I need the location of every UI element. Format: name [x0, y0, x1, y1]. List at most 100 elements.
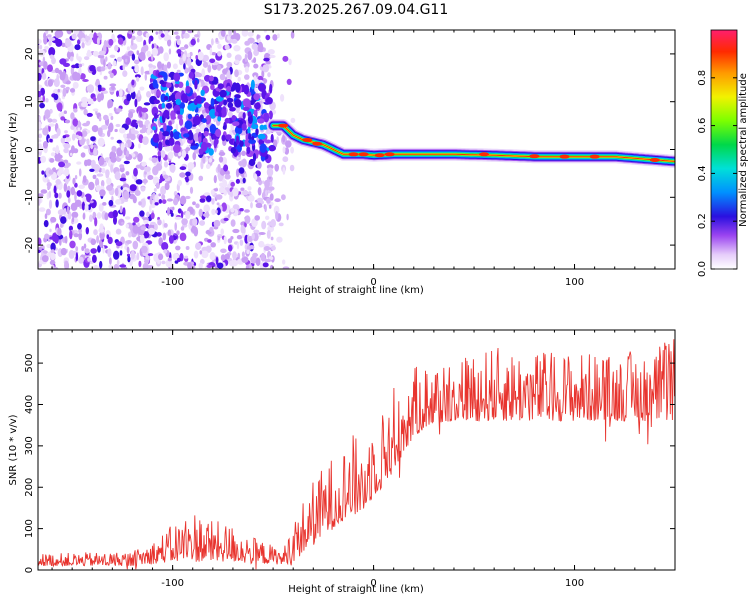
spectrogram-cell [98, 203, 104, 212]
spectrogram-cell [220, 30, 226, 37]
spectrogram-cell [165, 259, 173, 268]
spectrogram-cell [63, 110, 67, 114]
spectrogram-cell [165, 139, 170, 146]
spectrogram-cell [226, 35, 231, 41]
spectrogram-cell [39, 44, 43, 50]
spectrogram-cell [144, 166, 151, 172]
spectrogram-cell [92, 108, 99, 112]
spectrogram-cell [187, 113, 193, 120]
spectrogram-cell [105, 169, 110, 177]
spectrogram-cell [202, 54, 209, 62]
spectrogram-cell [210, 189, 215, 196]
spectrogram-cell [214, 62, 220, 66]
spectrogram-cell [90, 143, 94, 150]
spectrogram-cell [43, 36, 48, 45]
spectrogram-cell [263, 246, 271, 251]
spectrogram-cell [166, 61, 171, 69]
spectrogram-cell [199, 220, 206, 226]
spectrogram-cell [150, 66, 154, 73]
spectrogram-cell [184, 255, 189, 259]
spectrogram-cell [140, 54, 146, 61]
spectrogram-cell [158, 130, 163, 141]
spectrogram-cell [130, 250, 135, 260]
spectrogram-cell [111, 145, 117, 153]
spectrogram-cell [104, 212, 109, 221]
spectrogram-cell [210, 84, 215, 91]
spectrogram-cell [204, 74, 211, 82]
spectrogram-cell [205, 143, 212, 148]
spectrogram-cell [115, 199, 122, 205]
spectrogram-cell [126, 150, 130, 158]
spectrogram-cell [78, 184, 85, 189]
spectrogram-cell [198, 208, 203, 217]
spectrogram-cell [215, 256, 219, 265]
spectrogram-cell [186, 131, 194, 141]
spectrogram-cell [69, 88, 76, 93]
spectrogram-cell [237, 76, 241, 82]
spectrogram-cell [74, 182, 78, 188]
spectrogram-cell [54, 192, 59, 199]
spectrogram-cell [74, 44, 81, 51]
spectrogram-cell [157, 61, 162, 69]
spectrogram-cell [158, 46, 164, 54]
spectrogram-cell [38, 49, 46, 57]
spectrogram-cell [255, 257, 261, 266]
spectrogram-cell [265, 34, 271, 41]
spectrogram-cell [242, 112, 246, 120]
spectrogram-cell [183, 133, 190, 138]
spectrogram-cell [49, 236, 56, 240]
spectrogram-cell [211, 38, 214, 46]
spectrogram-cell [124, 143, 128, 148]
spectrogram-cell [246, 146, 251, 155]
spectrogram-cell [218, 156, 224, 163]
spectrogram-cell [261, 69, 265, 79]
spectrogram-cell [193, 98, 198, 106]
spectrogram-cell [84, 56, 90, 61]
spectrogram-cell [118, 218, 125, 226]
spectrogram-cell [109, 72, 114, 79]
spectrogram-cell [81, 246, 85, 251]
spectrogram-cell [167, 257, 172, 262]
spectrogram-cell [49, 158, 55, 163]
spectrogram-cell [271, 245, 276, 251]
spectrogram-cell [187, 30, 194, 34]
spectrogram-cell [158, 253, 164, 261]
spectrogram-cell [160, 185, 167, 196]
spectrogram-cell [78, 231, 83, 241]
spectrogram-cell [151, 157, 158, 164]
spectrogram-cell [267, 186, 275, 191]
spectrogram-cell [136, 30, 143, 36]
spectrogram-cell [242, 177, 246, 184]
spectrogram-x-axis-label: Height of straight line (km) [288, 285, 424, 296]
spectrogram-cell [255, 202, 263, 208]
spectrogram-cell [86, 84, 95, 93]
spectrogram-cell [144, 73, 147, 81]
spectrogram-cell [97, 127, 103, 137]
spectrogram-cell [46, 182, 52, 187]
spectrogram-cell [123, 160, 130, 165]
spectrogram-cell [179, 195, 187, 205]
spectrogram-cell [201, 68, 206, 78]
spectrogram-cell [259, 143, 267, 153]
spectrogram-cell [209, 108, 217, 119]
spectrogram-cell [163, 223, 168, 228]
spectrogram-cell [288, 58, 292, 66]
spectrogram-cell [63, 159, 69, 164]
spectrogram-cell [218, 151, 226, 156]
spectrogram-cell [190, 145, 199, 150]
spectrogram-cell [48, 40, 52, 47]
spectrogram-cell [282, 55, 289, 62]
spectrogram-heatmap [38, 30, 675, 269]
spectrogram-cell [248, 191, 252, 195]
spectrogram-cell [56, 127, 61, 137]
spectrogram-cell [176, 49, 182, 54]
spectrogram-cell [237, 235, 242, 239]
spectrogram-cell [135, 179, 143, 185]
spectrogram-cell [205, 156, 208, 162]
spectrogram-cell [55, 179, 61, 185]
spectrogram-cell [201, 250, 209, 259]
spectrogram-cell [189, 218, 194, 226]
spectrogram-cell [101, 124, 108, 130]
spectrogram-cell [223, 164, 229, 172]
spectrogram-cell [152, 126, 157, 131]
